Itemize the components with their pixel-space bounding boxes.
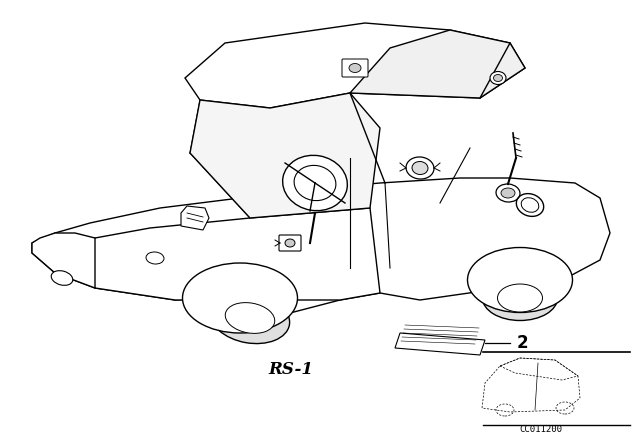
- Ellipse shape: [490, 72, 506, 85]
- Ellipse shape: [467, 247, 573, 313]
- Polygon shape: [181, 206, 209, 230]
- Ellipse shape: [521, 198, 539, 212]
- FancyBboxPatch shape: [279, 235, 301, 251]
- Polygon shape: [32, 178, 610, 313]
- Ellipse shape: [182, 263, 298, 333]
- Ellipse shape: [225, 302, 275, 333]
- Ellipse shape: [349, 64, 361, 73]
- Ellipse shape: [285, 239, 295, 247]
- Polygon shape: [190, 93, 380, 218]
- Text: 2: 2: [517, 334, 529, 352]
- Polygon shape: [32, 233, 95, 288]
- Ellipse shape: [483, 276, 557, 320]
- Ellipse shape: [146, 252, 164, 264]
- Polygon shape: [75, 208, 380, 300]
- Polygon shape: [350, 30, 525, 98]
- Ellipse shape: [283, 155, 348, 211]
- Ellipse shape: [493, 74, 502, 82]
- Polygon shape: [395, 333, 485, 355]
- Ellipse shape: [497, 284, 543, 312]
- Ellipse shape: [51, 271, 73, 285]
- Ellipse shape: [412, 161, 428, 175]
- Text: CC011200: CC011200: [519, 425, 563, 434]
- Text: RS-1: RS-1: [269, 361, 314, 378]
- Ellipse shape: [294, 165, 336, 201]
- Ellipse shape: [501, 188, 515, 198]
- FancyBboxPatch shape: [342, 59, 368, 77]
- Ellipse shape: [211, 293, 290, 344]
- Ellipse shape: [496, 184, 520, 202]
- Polygon shape: [185, 23, 525, 108]
- Ellipse shape: [406, 157, 434, 179]
